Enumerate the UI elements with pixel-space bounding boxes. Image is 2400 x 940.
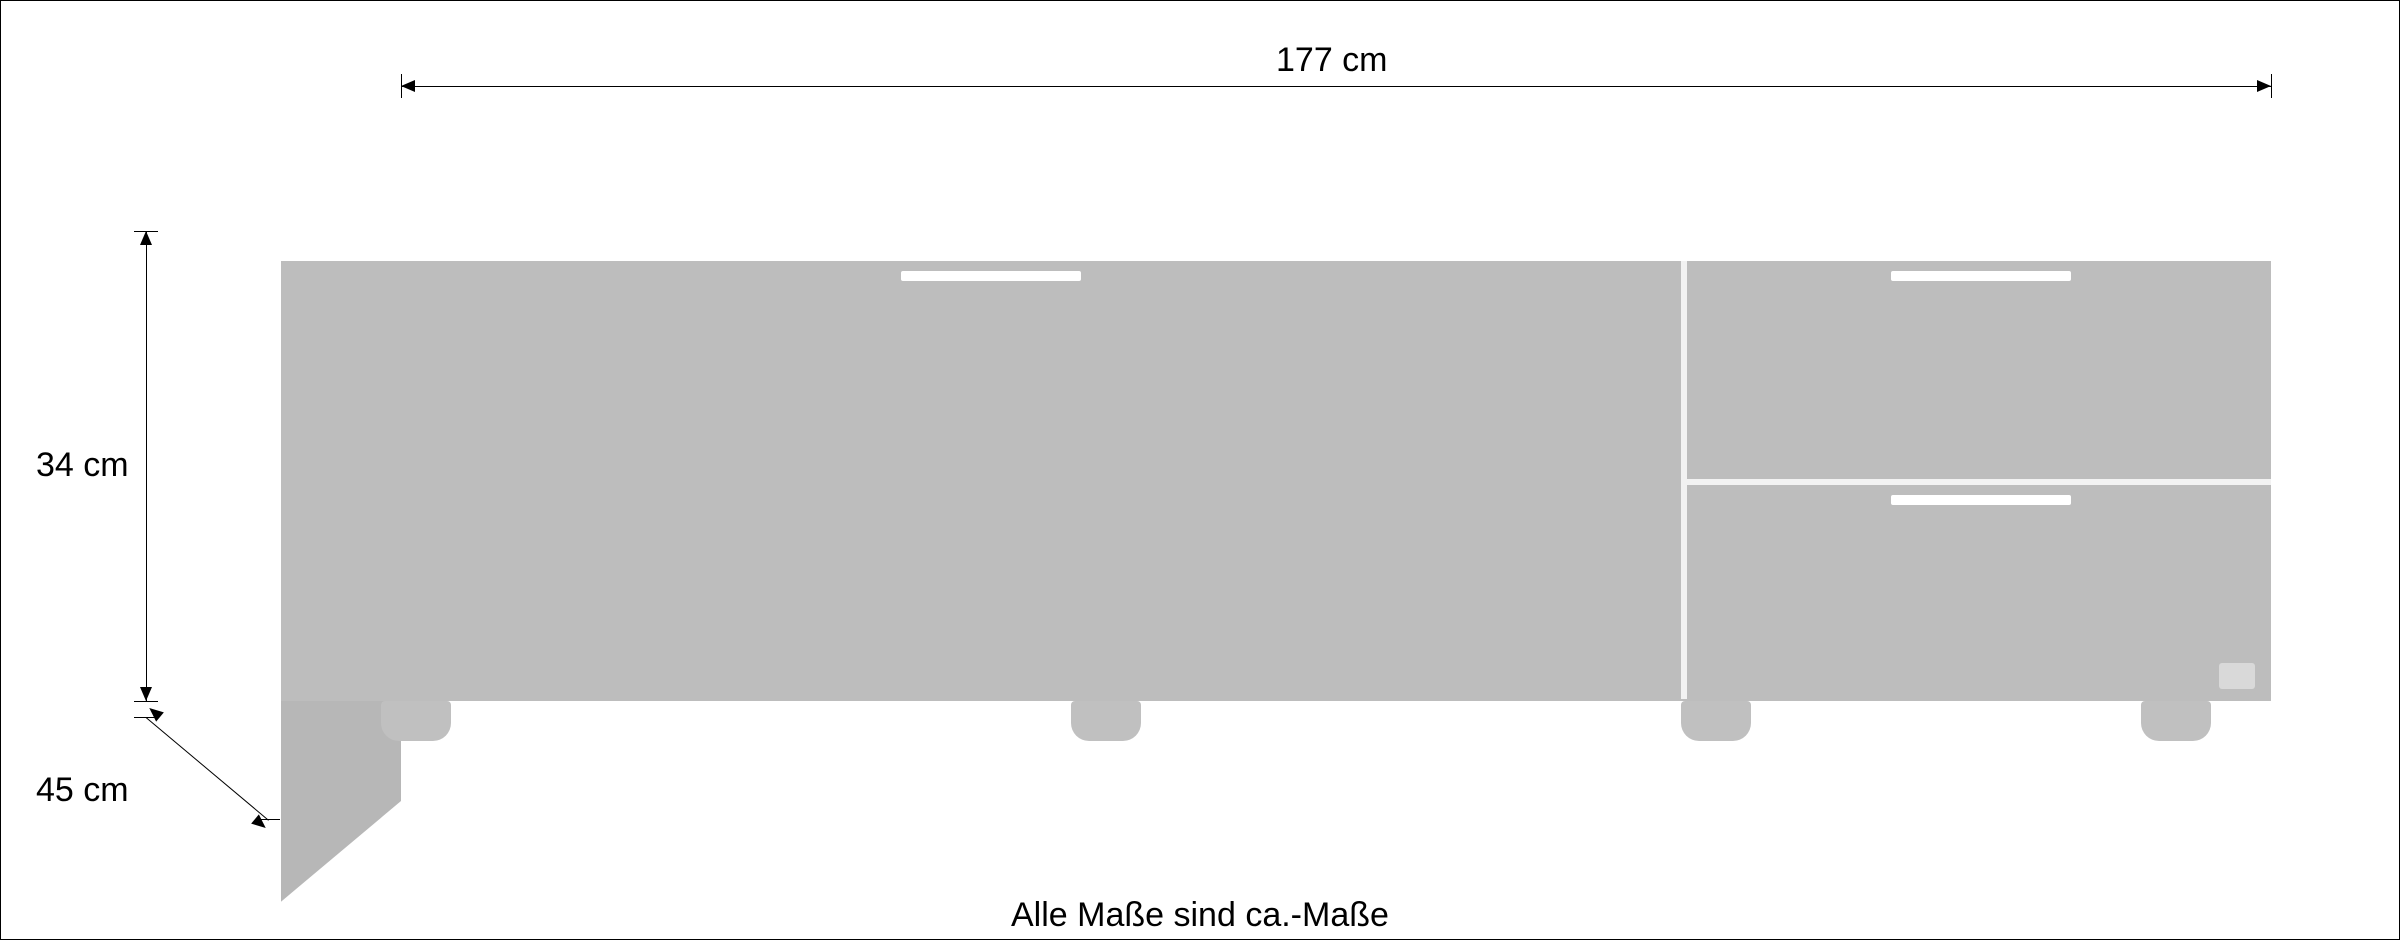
dim-depth-line bbox=[146, 717, 269, 821]
dim-width-label: 177 cm bbox=[1276, 41, 1388, 80]
caption-text: Alle Maße sind ca.-Maße bbox=[1011, 896, 1389, 935]
dim-height-arrow-down bbox=[140, 687, 152, 701]
dim-width-line bbox=[401, 86, 2271, 87]
dim-height-label: 34 cm bbox=[36, 446, 129, 485]
cabinet-top-front-edge bbox=[281, 231, 2271, 261]
handle-door-left bbox=[901, 271, 1081, 281]
cabinet-foot bbox=[1071, 701, 1141, 741]
handle-drawer-top bbox=[1891, 271, 2071, 281]
dim-height-arrow-up bbox=[140, 231, 152, 245]
brand-badge bbox=[2219, 663, 2255, 689]
panel-divider-horizontal bbox=[1687, 479, 2271, 485]
cabinet-top-surface-back bbox=[401, 131, 2271, 231]
dim-depth-label: 45 cm bbox=[36, 771, 129, 810]
diagram-canvas: 177 cm 34 cm 45 cm Alle Maße sind ca.-Ma… bbox=[0, 0, 2400, 940]
cabinet-foot bbox=[2141, 701, 2211, 741]
dim-height-line bbox=[146, 231, 147, 701]
cabinet-foot bbox=[381, 701, 451, 741]
handle-drawer-bottom bbox=[1891, 495, 2071, 505]
dim-depth-arrow-lower bbox=[251, 814, 269, 832]
dim-width-tick-right bbox=[2271, 74, 2272, 98]
dim-width-arrow-right bbox=[2257, 80, 2271, 92]
dim-height-tick-bottom bbox=[134, 701, 158, 702]
cabinet-foot bbox=[1681, 701, 1751, 741]
dim-width-arrow-left bbox=[401, 80, 415, 92]
cabinet-front bbox=[281, 231, 2271, 701]
